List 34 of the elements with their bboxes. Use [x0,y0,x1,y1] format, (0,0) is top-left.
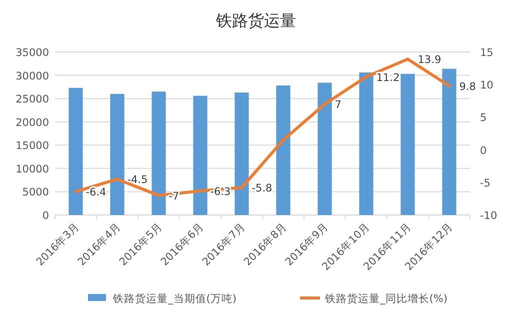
bar [193,96,208,215]
bar [442,68,456,215]
data-label: 13.9 [418,54,442,66]
y2-tick-label: 0 [480,144,487,157]
bar [68,88,83,215]
bar [400,74,415,215]
legend-label: 铁路货运量_同比增长(%) [324,292,448,305]
y-tick-label: 5000 [22,186,49,199]
y2-tick-label: 15 [480,47,494,59]
bar [276,86,290,215]
data-label: 7 [334,99,342,112]
bar [110,94,124,215]
bar [234,92,249,215]
chart-title: 铁路货运量 [215,11,296,30]
data-label: -5.8 [252,182,272,195]
y-tick-label: 20000 [16,116,49,129]
bar [152,92,166,215]
y-tick-label: 10000 [16,163,49,176]
data-label: 11.2 [376,72,400,84]
y2-tick-label: -5 [480,177,490,190]
data-label: -6.4 [86,186,107,199]
y-tick-label: 25000 [16,94,49,106]
data-label: 9.8 [459,80,476,93]
bar [359,72,374,215]
y-tick-label: 35000 [16,47,49,59]
y-tick-label: 30000 [16,70,49,82]
y2-tick-label: 10 [480,80,494,92]
y-tick-label: 0 [42,210,49,222]
legend-label: 铁路货运量_当期值(万吨) [112,292,236,305]
y2-tick-label: -10 [480,210,498,222]
y-tick-label: 15000 [16,140,49,152]
bar [318,82,332,215]
data-label: -4.5 [127,174,148,186]
y2-tick-label: 5 [480,112,487,124]
